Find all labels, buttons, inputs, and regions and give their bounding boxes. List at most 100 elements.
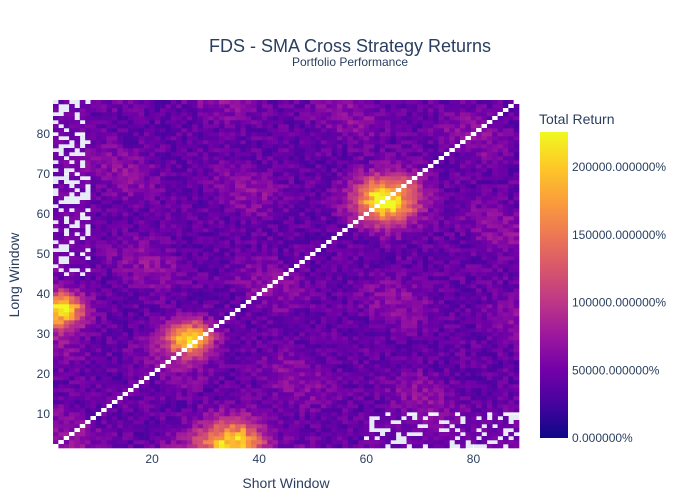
heatmap-cell (272, 196, 279, 201)
heatmap-cell (176, 176, 182, 181)
heatmap-cell (197, 248, 204, 253)
heatmap-cell (251, 376, 257, 381)
heatmap-cell (358, 212, 364, 217)
heatmap-cell (149, 360, 156, 365)
heatmap-cell (74, 192, 81, 197)
heatmap-cell (165, 376, 172, 381)
heatmap-cell (342, 344, 348, 349)
heatmap-cell (170, 360, 177, 365)
heatmap-cell (144, 308, 150, 313)
heatmap-cell (58, 352, 65, 357)
heatmap-cell (240, 404, 247, 409)
heatmap-cell (186, 404, 193, 409)
heatmap-cell (90, 192, 97, 197)
heatmap-cell (251, 188, 257, 193)
heatmap-cell (127, 172, 134, 177)
heatmap-cell (208, 120, 214, 125)
heatmap-cell (363, 352, 370, 357)
heatmap-cell (310, 324, 316, 329)
heatmap-cell (74, 304, 81, 309)
heatmap-cell (251, 112, 257, 117)
heatmap-cell (160, 344, 166, 349)
heatmap-cell (90, 440, 97, 445)
heatmap-cell (267, 412, 273, 417)
heatmap-cell (331, 124, 338, 129)
heatmap-cell (53, 368, 59, 373)
heatmap-cell (240, 220, 247, 225)
heatmap-cell (101, 128, 107, 133)
heatmap-cell (95, 128, 102, 133)
heatmap-cell (117, 232, 123, 237)
heatmap-cell (272, 216, 279, 221)
heatmap-cell (326, 416, 332, 421)
heatmap-cell (186, 396, 193, 401)
heatmap-cell (192, 432, 198, 437)
heatmap-cell (133, 128, 139, 133)
heatmap-cell (358, 372, 364, 377)
heatmap-cell (79, 204, 86, 209)
heatmap-cell (229, 212, 236, 217)
heatmap-cell (138, 184, 145, 189)
heatmap-cell (326, 104, 332, 109)
heatmap-cell (320, 188, 327, 193)
heatmap-cell (144, 444, 150, 449)
heatmap-cell (117, 224, 123, 229)
heatmap-cell (85, 164, 91, 169)
heatmap-cell (106, 164, 113, 169)
heatmap-cell (79, 416, 86, 421)
heatmap-cell (358, 404, 364, 409)
heatmap-cell (170, 336, 177, 341)
heatmap-cell (369, 284, 375, 289)
heatmap-cell (267, 344, 273, 349)
heatmap-cell (122, 296, 129, 301)
heatmap-cell (256, 276, 263, 281)
heatmap-cell (90, 352, 97, 357)
heatmap-cell (202, 316, 209, 321)
heatmap-cell (224, 300, 231, 305)
heatmap-cell (363, 288, 370, 293)
heatmap-cell (106, 384, 113, 389)
heatmap-cell (261, 328, 268, 333)
heatmap-cell (154, 124, 161, 129)
heatmap-cell (352, 436, 359, 441)
heatmap-cell (256, 336, 263, 341)
heatmap-cell (326, 420, 332, 425)
heatmap-cell (304, 128, 311, 133)
heatmap-cell (277, 216, 284, 221)
heatmap-cell (90, 360, 97, 365)
heatmap-cell (176, 228, 182, 233)
heatmap-cell (304, 320, 311, 325)
heatmap-cell (213, 400, 220, 405)
heatmap-cell (106, 428, 113, 433)
heatmap-cell (181, 308, 188, 313)
heatmap-cell (144, 188, 150, 193)
heatmap-cell (277, 168, 284, 173)
heatmap-cell (224, 168, 231, 173)
heatmap-cell (235, 268, 241, 273)
heatmap-cell (106, 232, 113, 237)
heatmap-cell (256, 328, 263, 333)
heatmap-cell (267, 288, 273, 293)
heatmap-cell (283, 112, 289, 117)
heatmap-cell (101, 116, 107, 121)
heatmap-cell (272, 272, 279, 277)
heatmap-cell (342, 104, 348, 109)
heatmap-cell (149, 208, 156, 213)
heatmap-cell (299, 408, 306, 413)
heatmap-cell (197, 428, 204, 433)
heatmap-cell (160, 128, 166, 133)
heatmap-cell (229, 116, 236, 121)
heatmap-cell (358, 376, 364, 381)
heatmap-cell (240, 184, 247, 189)
heatmap-cell (347, 440, 354, 445)
heatmap-cell (272, 256, 279, 261)
heatmap-cell (245, 200, 252, 205)
heatmap-cell (219, 228, 225, 233)
heatmap-cell (363, 284, 370, 289)
heatmap-cell (176, 304, 182, 309)
heatmap-cell (299, 428, 306, 433)
heatmap-cell (90, 216, 97, 221)
heatmap-cell (149, 424, 156, 429)
heatmap-cell (251, 284, 257, 289)
heatmap-cell (294, 308, 300, 313)
